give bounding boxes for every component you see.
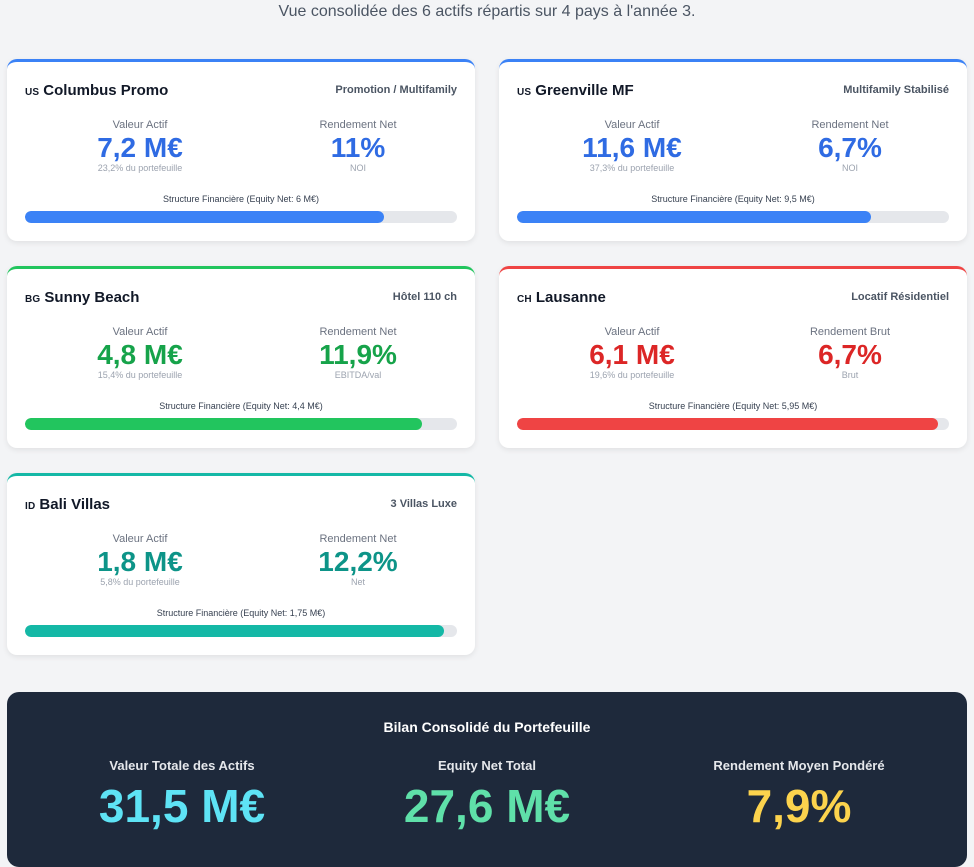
flag-icon: ID: [25, 501, 36, 512]
value-label: Valeur Actif: [112, 326, 168, 338]
card-header: CH Lausanne Locatif Résidentiel: [517, 289, 949, 311]
flag-icon: CH: [517, 294, 532, 305]
value-share: 37,3% du portefeuille: [589, 163, 675, 173]
yield-basis: NOI: [349, 163, 366, 173]
value-share: 15,4% du portefeuille: [97, 370, 183, 380]
value-amount: 11,6 M€: [582, 132, 682, 163]
financial-structure-label: Structure Financière (Equity Net: 5,95 M…: [648, 401, 818, 411]
asset-title: US Columbus Promo: [25, 82, 168, 99]
asset-name: Sunny Beach: [44, 289, 140, 306]
yield-label: Rendement Net: [319, 326, 397, 338]
equity-progress-bar: [25, 211, 457, 223]
value-label: Valeur Actif: [112, 533, 168, 545]
asset-yield-metric: Rendement Net 12,2% Net: [258, 533, 458, 587]
asset-card-greenville-mf: US Greenville MF Multifamily Stabilisé Va…: [499, 59, 967, 241]
weighted-average-yield-label: Rendement Moyen Pondéré: [713, 758, 885, 773]
flag-icon: US: [25, 87, 40, 98]
yield-amount: 12,2%: [318, 546, 398, 577]
financial-structure-label: Structure Financière (Equity Net: 4,4 M€…: [159, 401, 323, 411]
asset-yield-metric: Rendement Net 11,9% EBITDA/val: [258, 326, 458, 380]
value-label: Valeur Actif: [604, 326, 660, 338]
asset-value-metric: Valeur Actif 7,2 M€ 23,2% du portefeuill…: [40, 119, 240, 173]
total-asset-value-label: Valeur Totale des Actifs: [109, 758, 255, 773]
equity-progress-fill: [517, 418, 939, 430]
asset-title: US Greenville MF: [517, 82, 634, 99]
asset-name: Columbus Promo: [43, 82, 169, 99]
total-asset-value: Valeur Totale des Actifs 31,5 M€: [22, 758, 342, 833]
weighted-average-yield-amount: 7,9%: [746, 780, 852, 832]
asset-type: Multifamily Stabilisé: [843, 84, 949, 96]
total-net-equity: Equity Net Total 27,6 M€: [327, 758, 647, 833]
portfolio-summary-panel: Bilan Consolidé du Portefeuille Valeur T…: [7, 692, 967, 867]
asset-card-lausanne: CH Lausanne Locatif Résidentiel Valeur Ac…: [499, 266, 967, 448]
equity-progress-fill: [25, 211, 384, 223]
asset-type: 3 Villas Luxe: [390, 498, 457, 510]
asset-card-columbus-promo: US Columbus Promo Promotion / Multifamily…: [7, 59, 475, 241]
weighted-average-yield: Rendement Moyen Pondéré 7,9%: [639, 758, 959, 833]
equity-progress-bar: [25, 625, 457, 637]
asset-value-metric: Valeur Actif 11,6 M€ 37,3% du portefeuil…: [532, 119, 732, 173]
card-header: BG Sunny Beach Hôtel 110 ch: [25, 289, 457, 311]
yield-label: Rendement Net: [811, 119, 889, 131]
card-header: US Columbus Promo Promotion / Multifamily: [25, 82, 457, 104]
yield-amount: 11%: [330, 132, 386, 163]
card-header: US Greenville MF Multifamily Stabilisé: [517, 82, 949, 104]
asset-title: CH Lausanne: [517, 289, 606, 306]
value-amount: 4,8 M€: [97, 339, 183, 370]
asset-type: Locatif Résidentiel: [851, 291, 949, 303]
asset-type: Promotion / Multifamily: [335, 84, 457, 96]
total-net-equity-amount: 27,6 M€: [403, 780, 571, 832]
card-header: ID Bali Villas 3 Villas Luxe: [25, 496, 457, 518]
value-amount: 6,1 M€: [589, 339, 675, 370]
page-subtitle: Vue consolidée des 6 actifs répartis sur…: [278, 3, 696, 20]
value-amount: 7,2 M€: [97, 132, 183, 163]
asset-card-bali-villas: ID Bali Villas 3 Villas Luxe Valeur Actif…: [7, 473, 475, 655]
value-share: 19,6% du portefeuille: [589, 370, 675, 380]
equity-progress-bar: [25, 418, 457, 430]
yield-amount: 6,7%: [818, 339, 882, 370]
asset-name: Bali Villas: [39, 496, 111, 513]
asset-name: Lausanne: [535, 289, 606, 306]
asset-value-metric: Valeur Actif 1,8 M€ 5,8% du portefeuille: [40, 533, 240, 587]
asset-yield-metric: Rendement Net 6,7% NOI: [750, 119, 950, 173]
yield-basis: EBITDA/val: [334, 370, 382, 380]
asset-name: Greenville MF: [535, 82, 634, 99]
yield-label: Rendement Net: [319, 119, 397, 131]
asset-card-sunny-beach: BG Sunny Beach Hôtel 110 ch Valeur Actif …: [7, 266, 475, 448]
asset-type: Hôtel 110 ch: [392, 291, 457, 303]
equity-progress-fill: [25, 625, 445, 637]
asset-yield-metric: Rendement Brut 6,7% Brut: [750, 326, 950, 380]
value-share: 5,8% du portefeuille: [100, 577, 180, 587]
total-net-equity-label: Equity Net Total: [438, 758, 536, 773]
flag-icon: US: [517, 87, 532, 98]
equity-progress-bar: [517, 418, 949, 430]
equity-progress-bar: [517, 211, 949, 223]
value-share: 23,2% du portefeuille: [97, 163, 183, 173]
yield-basis: Net: [350, 577, 365, 587]
flag-icon: BG: [25, 294, 41, 305]
financial-structure-label: Structure Financière (Equity Net: 6 M€): [162, 194, 320, 204]
total-asset-value-amount: 31,5 M€: [98, 780, 266, 832]
yield-basis: NOI: [841, 163, 858, 173]
yield-amount: 11,9%: [319, 339, 397, 370]
value-label: Valeur Actif: [112, 119, 168, 131]
yield-basis: Brut: [841, 370, 859, 380]
asset-title: ID Bali Villas: [25, 496, 110, 513]
equity-progress-fill: [25, 418, 423, 430]
yield-amount: 6,7%: [818, 132, 882, 163]
asset-value-metric: Valeur Actif 6,1 M€ 19,6% du portefeuill…: [532, 326, 732, 380]
financial-structure-label: Structure Financière (Equity Net: 9,5 M€…: [651, 194, 815, 204]
value-amount: 1,8 M€: [97, 546, 183, 577]
asset-title: BG Sunny Beach: [25, 289, 139, 306]
value-label: Valeur Actif: [604, 119, 660, 131]
asset-yield-metric: Rendement Net 11% NOI: [258, 119, 458, 173]
financial-structure-label: Structure Financière (Equity Net: 1,75 M…: [156, 608, 326, 618]
summary-title: Bilan Consolidé du Portefeuille: [383, 719, 591, 735]
asset-value-metric: Valeur Actif 4,8 M€ 15,4% du portefeuill…: [40, 326, 240, 380]
yield-label: Rendement Net: [319, 533, 397, 545]
equity-progress-fill: [517, 211, 872, 223]
yield-label: Rendement Brut: [809, 326, 891, 338]
